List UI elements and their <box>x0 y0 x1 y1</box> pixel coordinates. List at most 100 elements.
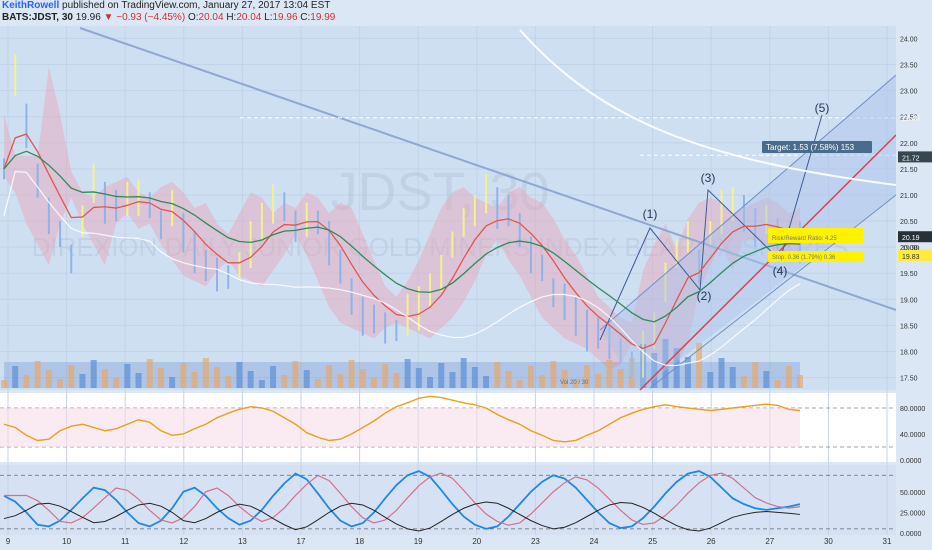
time-tick-label: 23 <box>531 537 540 546</box>
volume-bar <box>662 339 669 388</box>
price-label-bg <box>898 231 932 243</box>
volume-bar <box>460 358 467 388</box>
stop-label: Stop: 0.36 (1.79%) 0.36 <box>772 255 836 261</box>
volume-bar <box>236 362 243 388</box>
downtrend-line <box>79 27 897 311</box>
low-value: 19.96 <box>272 12 298 23</box>
volume-bar <box>583 365 590 388</box>
slow-ma-line <box>3 150 801 323</box>
osc1-tick-label: 40.0000 <box>900 432 925 439</box>
time-tick-label: 24 <box>590 537 599 546</box>
price-tick-label: 21.00 <box>900 193 918 200</box>
volume-bar <box>113 378 120 388</box>
volume-bar <box>651 353 658 388</box>
volume-bar <box>247 371 254 388</box>
price-tick-label: 22.00 <box>900 141 918 148</box>
volume-bar <box>617 369 624 388</box>
volume-bar <box>225 376 232 388</box>
time-tick-label: 13 <box>238 537 247 546</box>
wave-label: (2) <box>697 289 712 303</box>
volume-bar <box>281 375 288 388</box>
volume-bar <box>494 362 501 388</box>
volume-bar <box>673 348 680 388</box>
price-series <box>3 29 897 367</box>
osc1-band <box>0 408 800 447</box>
price-tick-label: 21.50 <box>900 167 918 174</box>
price-tick-label: 22.50 <box>900 115 918 122</box>
fast-ma-line <box>3 133 801 350</box>
risk-box <box>768 228 863 243</box>
volume-bar <box>101 369 108 388</box>
volume-bar <box>57 379 64 388</box>
channel-lower <box>649 194 897 389</box>
price-tick-label: 18.50 <box>900 323 918 330</box>
volume-bar <box>471 367 478 388</box>
time-axis[interactable]: 9 10 11 12 13 17 18 19 20 23 24 25 26 27 30 31 <box>6 537 892 546</box>
low-label: L: <box>264 12 273 23</box>
volume-bar <box>527 366 534 388</box>
volume-bar <box>12 366 19 388</box>
volume-bar <box>505 371 512 388</box>
volume-bar <box>90 360 97 388</box>
trendlines <box>79 27 897 311</box>
osc1-line <box>3 395 801 443</box>
volume-bar <box>68 365 75 388</box>
elliott-channel[interactable]: (1) (2) (3) (4) (5) <box>599 74 897 391</box>
symbol-label[interactable]: BATS:JDST, 30 <box>2 12 73 23</box>
volume-bar <box>370 378 377 388</box>
time-tick-label: 9 <box>6 537 11 546</box>
volume-bar <box>348 360 355 388</box>
volume-bar <box>696 343 703 388</box>
wave-label: (5) <box>815 101 830 115</box>
time-tick-label: 25 <box>648 537 657 546</box>
osc1-tick-label: 0.0000 <box>900 458 922 465</box>
wave-label: (1) <box>643 207 658 221</box>
oscillator1 <box>0 395 896 448</box>
volume-bar <box>516 380 523 388</box>
ichimoku-cloud <box>4 67 800 370</box>
channel-fill <box>600 75 896 390</box>
time-tick-label: 11 <box>121 537 130 546</box>
volume-bar <box>34 361 41 388</box>
volume-bar <box>415 368 422 388</box>
osc2-tick-label: 50.0000 <box>900 490 925 497</box>
volume-bar <box>146 359 153 388</box>
volume-bar <box>45 370 52 388</box>
volume-bar <box>740 376 747 388</box>
volume-bar <box>763 371 770 388</box>
price-tick-label: 23.00 <box>900 89 918 96</box>
volume-bar <box>382 364 389 388</box>
time-tick-label: 19 <box>414 537 423 546</box>
author-link[interactable]: KeithRowell <box>2 0 60 11</box>
price-tick-label: 19.00 <box>900 297 918 304</box>
wave-label: (4) <box>773 264 788 278</box>
open-label: O: <box>187 12 199 23</box>
annotations: Target: 1.53 (7.58%) 153 Risk/Reward Rati… <box>560 141 872 386</box>
volume-label: Vol 20 / 30 <box>560 380 589 386</box>
price-tick-label: 18.00 <box>900 349 918 356</box>
price-tick-label: 20.00 <box>900 245 918 252</box>
long-ma-curve <box>519 29 897 186</box>
volume-bar <box>180 363 187 388</box>
last-price: 19.96 <box>75 12 101 23</box>
price-label: 22.48 <box>902 116 920 123</box>
price-axis[interactable]: 24.00 23.50 23.00 22.50 22.00 21.50 21.00 20.50… <box>896 26 932 550</box>
volume-bar <box>561 370 568 388</box>
volume-bar <box>729 367 736 388</box>
volume-bar <box>258 380 265 388</box>
price-tick-label: 20.50 <box>900 219 918 226</box>
volume-bar <box>572 379 579 388</box>
price-axis-bg <box>896 26 932 550</box>
lower-band-line <box>3 170 801 367</box>
time-tick-label: 17 <box>297 537 306 546</box>
volume-bar <box>359 369 366 388</box>
volume-bar <box>191 372 198 388</box>
volume-bar <box>539 375 546 388</box>
chart-header: KeithRowell published on TradingView.com… <box>2 0 702 24</box>
time-tick-label: 27 <box>765 537 774 546</box>
volume-bar <box>752 362 759 388</box>
price-label-bg <box>898 250 932 261</box>
osc1-tick-label: 80.0000 <box>900 406 925 413</box>
